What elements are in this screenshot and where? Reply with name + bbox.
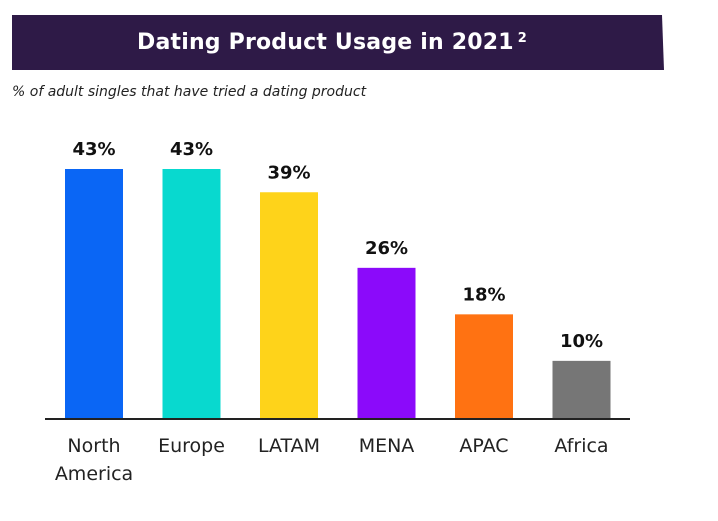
chart-title: Dating Product Usage in 2021 2 — [12, 15, 652, 70]
x-tick-label-4: APAC — [459, 435, 508, 457]
bar-1 — [162, 169, 221, 419]
x-tick-label-3: MENA — [359, 435, 415, 457]
data-label-2: 39% — [267, 162, 310, 183]
title-banner — [12, 15, 664, 70]
chart-title-text: Dating Product Usage in 2021 — [136, 30, 514, 55]
x-tick-label-5: Africa — [554, 435, 608, 457]
bar-5 — [552, 360, 611, 419]
x-tick-label-1: Europe — [158, 435, 225, 457]
x-tick-label-0-line-1: America — [55, 463, 133, 485]
bar-4 — [455, 314, 513, 419]
chart-subtitle: % of adult singles that have tried a dat… — [12, 84, 367, 100]
bar-3 — [357, 267, 416, 419]
data-label-0: 43% — [72, 139, 115, 160]
data-label-3: 26% — [365, 238, 408, 259]
bar-0 — [65, 169, 123, 419]
title-footnote-mark: 2 — [517, 31, 528, 46]
data-label-5: 10% — [560, 331, 603, 352]
bar-2 — [260, 192, 318, 419]
x-tick-label-2: LATAM — [258, 435, 320, 457]
data-label-1: 43% — [170, 139, 213, 160]
data-label-4: 18% — [462, 284, 505, 305]
x-tick-label-0-line-0: North — [67, 435, 120, 457]
